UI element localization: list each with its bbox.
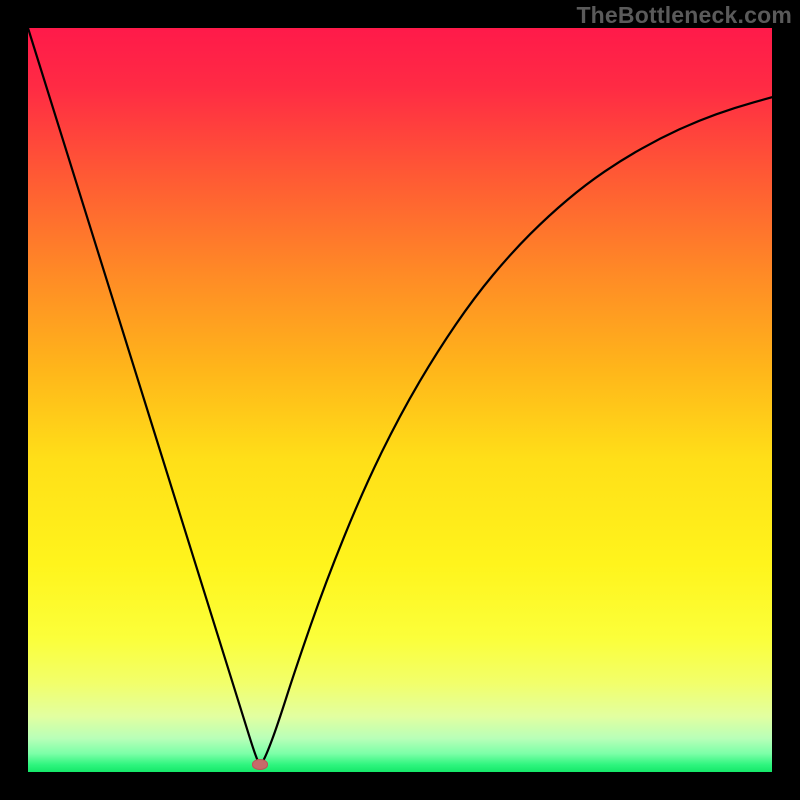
bottleneck-curve: [28, 28, 772, 772]
watermark-text: TheBottleneck.com: [576, 2, 792, 29]
curve-path: [28, 28, 772, 763]
optimal-point-marker: [252, 759, 268, 769]
plot-area: [28, 28, 772, 772]
